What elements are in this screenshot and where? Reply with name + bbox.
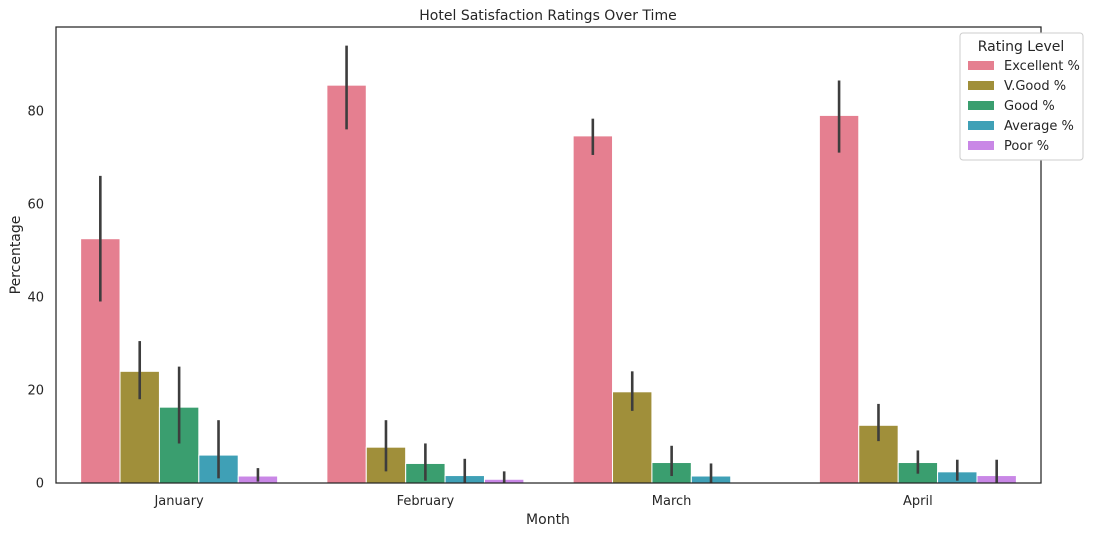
legend-label: V.Good %: [1004, 79, 1066, 94]
x-tick-label: January: [153, 494, 204, 509]
legend-swatch: [968, 141, 994, 150]
legend-swatch: [968, 81, 994, 90]
bar: [818, 114, 860, 484]
x-tick-label: February: [397, 494, 455, 509]
x-tick-label: April: [903, 494, 933, 509]
y-axis-label: Percentage: [8, 216, 24, 295]
legend-label: Good %: [1004, 99, 1055, 114]
x-axis-label: Month: [526, 512, 570, 528]
x-tick-label: March: [652, 494, 692, 509]
y-tick-label: 0: [36, 477, 44, 492]
y-tick-label: 80: [27, 104, 44, 119]
bar: [326, 84, 367, 484]
legend-swatch: [968, 121, 994, 130]
error-bars-layer: [99, 45, 998, 483]
legend: Rating Level Excellent % V.Good % Good % Av…: [959, 32, 1084, 161]
legend-items: Excellent % V.Good % Good % Average % Poor %: [968, 59, 1080, 154]
y-tick-label: 60: [27, 197, 44, 212]
y-tick-label: 20: [27, 383, 44, 398]
plot-frame: [55, 26, 1042, 484]
legend-label: Poor %: [1004, 139, 1049, 154]
legend-label: Average %: [1004, 119, 1074, 134]
legend-title: Rating Level: [978, 39, 1065, 55]
chart-title: Hotel Satisfaction Ratings Over Time: [419, 8, 676, 24]
bar: [572, 135, 614, 484]
y-tick-label: 40: [27, 290, 44, 305]
legend-swatch: [968, 101, 994, 110]
bars-layer: [80, 84, 1017, 484]
legend-label: Excellent %: [1004, 59, 1080, 74]
x-axis: January February March April: [153, 494, 932, 509]
legend-swatch: [968, 61, 994, 70]
y-axis: 0 20 40 60 80: [27, 104, 44, 491]
